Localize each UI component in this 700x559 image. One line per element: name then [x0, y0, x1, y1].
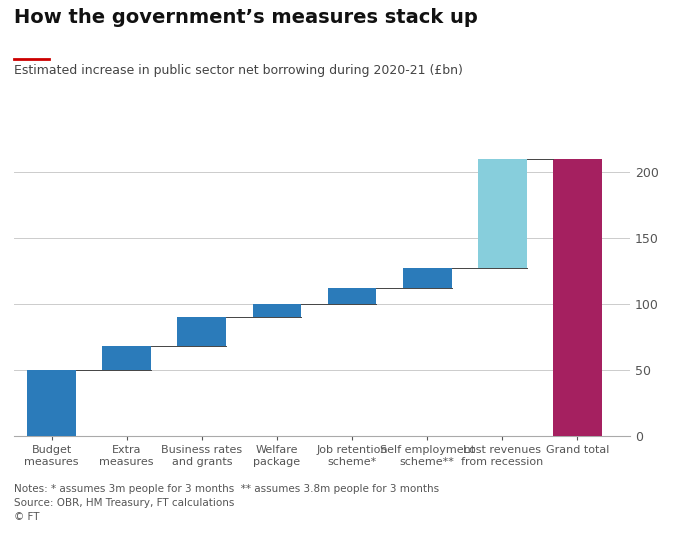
Bar — [27, 370, 76, 436]
Text: How the government’s measures stack up: How the government’s measures stack up — [14, 8, 477, 27]
Bar — [478, 159, 526, 268]
Bar — [102, 346, 151, 370]
Bar — [402, 268, 452, 288]
Bar — [553, 159, 602, 436]
Text: Notes: * assumes 3m people for 3 months  ** assumes 3.8m people for 3 months
Sou: Notes: * assumes 3m people for 3 months … — [14, 484, 439, 522]
Bar — [328, 288, 377, 304]
Text: Estimated increase in public sector net borrowing during 2020-21 (£bn): Estimated increase in public sector net … — [14, 64, 463, 77]
Bar — [177, 317, 226, 346]
Bar — [253, 304, 301, 317]
